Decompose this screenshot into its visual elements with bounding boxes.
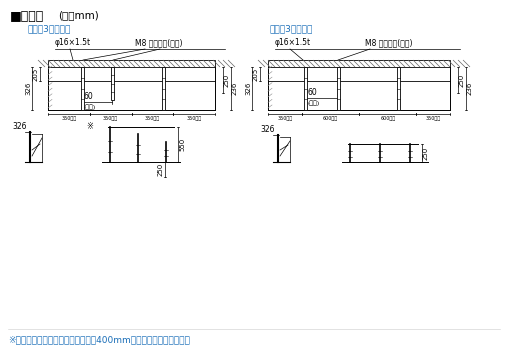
Text: (内寸): (内寸) [307, 100, 319, 106]
Text: 250: 250 [459, 74, 465, 87]
Text: 326: 326 [25, 82, 31, 95]
Bar [80, 67, 83, 110]
Text: 236: 236 [232, 82, 238, 95]
Text: (内寸): (内寸) [83, 104, 96, 110]
Bar [48, 60, 215, 67]
Bar [268, 60, 450, 67]
Text: 236: 236 [467, 82, 473, 95]
Text: 段差式3台の場合: 段差式3台の場合 [28, 24, 72, 33]
Text: 350以上: 350以上 [103, 116, 118, 121]
Bar [111, 67, 113, 100]
Bar [303, 67, 306, 110]
Text: φ16×1.5t: φ16×1.5t [55, 38, 91, 47]
Text: 平置式3台の場合: 平置式3台の場合 [270, 24, 313, 33]
Text: ※: ※ [86, 122, 93, 131]
Text: 600以上: 600以上 [323, 116, 338, 121]
Text: 326: 326 [13, 122, 27, 131]
Text: 350以上: 350以上 [61, 116, 76, 121]
Text: 326: 326 [261, 125, 275, 134]
Bar [336, 67, 339, 110]
Text: 350以上: 350以上 [426, 116, 441, 121]
Text: 250: 250 [224, 74, 230, 87]
Text: 250: 250 [158, 163, 164, 176]
Text: ■据付図: ■据付図 [10, 10, 44, 23]
Bar [397, 67, 399, 110]
Text: 350以上: 350以上 [186, 116, 202, 121]
Text: 326: 326 [245, 82, 251, 95]
Text: ※カゴ付自転車の場合取付ピッチは400mm以上をおすすめします。: ※カゴ付自転車の場合取付ピッチは400mm以上をおすすめします。 [8, 335, 190, 344]
Text: 550: 550 [179, 138, 185, 151]
Text: M8 アンカー(別途): M8 アンカー(別途) [135, 38, 182, 47]
Text: 350以上: 350以上 [277, 116, 292, 121]
Text: M8 アンカー(別途): M8 アンカー(別途) [365, 38, 412, 47]
Text: 350以上: 350以上 [145, 116, 160, 121]
Text: 600以上: 600以上 [380, 116, 395, 121]
Text: φ16×1.5t: φ16×1.5t [275, 38, 311, 47]
Bar [162, 67, 165, 110]
Text: 205: 205 [33, 67, 39, 81]
Text: 60: 60 [307, 88, 317, 97]
Text: 250: 250 [423, 146, 429, 160]
Text: 60: 60 [83, 92, 93, 101]
Text: (単位mm): (単位mm) [58, 10, 99, 20]
Text: 205: 205 [253, 67, 259, 81]
